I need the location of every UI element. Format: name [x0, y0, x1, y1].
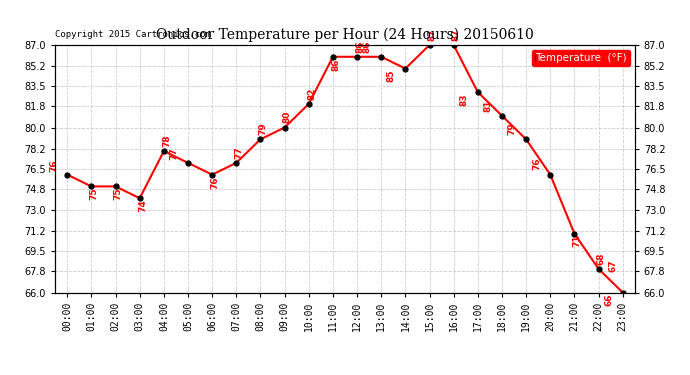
Text: 76: 76	[49, 159, 58, 172]
Text: 79: 79	[508, 122, 517, 135]
Text: 79: 79	[259, 122, 268, 135]
Text: 86: 86	[331, 58, 340, 70]
Text: Copyright 2015 Cartronics.com: Copyright 2015 Cartronics.com	[55, 30, 211, 39]
Text: 85: 85	[387, 70, 396, 82]
Text: 75: 75	[90, 188, 99, 200]
Text: 76: 76	[210, 176, 219, 189]
Text: 75: 75	[114, 188, 123, 200]
Text: 87: 87	[452, 28, 461, 41]
Text: 76: 76	[532, 158, 541, 171]
Text: 87: 87	[428, 28, 437, 41]
Title: Outdoor Temperature per Hour (24 Hours) 20150610: Outdoor Temperature per Hour (24 Hours) …	[156, 28, 534, 42]
Text: 66: 66	[604, 294, 613, 306]
Legend: Temperature  (°F): Temperature (°F)	[532, 50, 629, 66]
Text: 67: 67	[609, 260, 618, 272]
Text: 77: 77	[170, 147, 179, 160]
Text: 81: 81	[484, 99, 493, 111]
Text: 78: 78	[162, 134, 171, 147]
Text: 82: 82	[307, 87, 316, 100]
Text: 68: 68	[597, 252, 606, 265]
Text: 86: 86	[355, 40, 364, 53]
Text: 83: 83	[460, 93, 469, 106]
Text: 86: 86	[363, 40, 372, 53]
Text: 80: 80	[283, 111, 292, 123]
Text: 74: 74	[138, 200, 147, 212]
Text: 71: 71	[573, 235, 582, 248]
Text: 77: 77	[235, 146, 244, 159]
